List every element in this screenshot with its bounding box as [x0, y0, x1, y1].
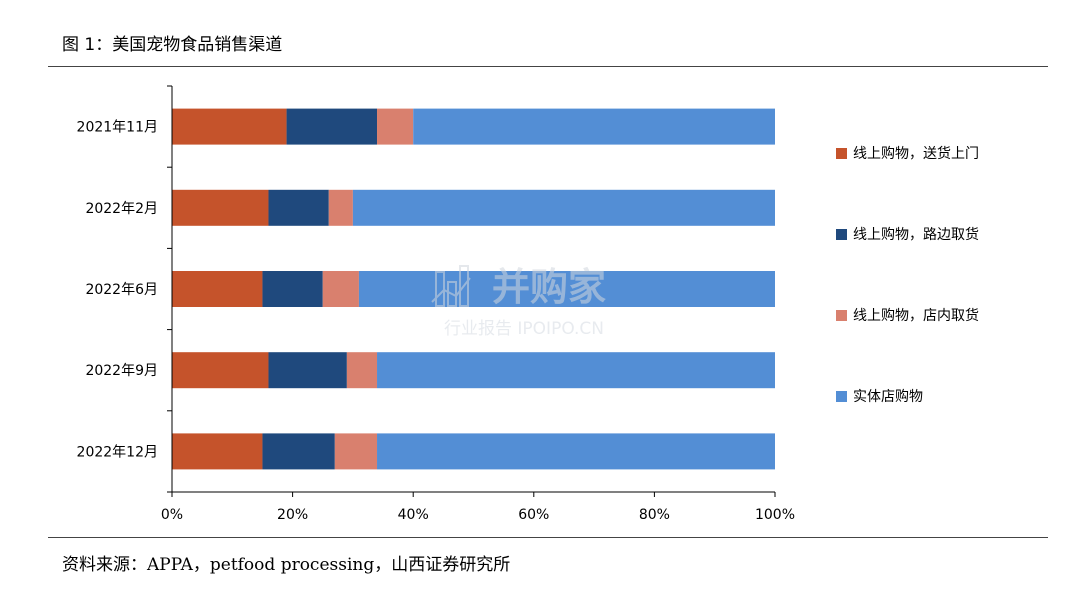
legend-item: 线上购物，路边取货 [836, 224, 979, 244]
bar-segment [346, 352, 378, 389]
y-tick-label: 2022年12月 [77, 444, 158, 460]
y-tick-label: 2022年6月 [85, 282, 158, 298]
bar-segment [334, 433, 378, 470]
bottom-rule [48, 537, 1048, 538]
bar-segment [358, 271, 775, 307]
figure-title: 图 1：美国宠物食品销售渠道 [62, 35, 283, 55]
x-tick-label: 40% [398, 507, 429, 523]
source-note: 资料来源：APPA，petfood processing，山西证券研究所 [62, 555, 511, 575]
legend-label: 线上购物，路边取货 [853, 227, 979, 243]
bar-segment [377, 352, 775, 389]
bar-segment [286, 108, 378, 145]
x-tick-label: 0% [161, 507, 183, 523]
bar-segment [172, 271, 263, 307]
top-rule [48, 66, 1048, 67]
legend-item: 线上购物，送货上门 [836, 143, 979, 163]
bar-segment [377, 433, 775, 470]
bar-segment [262, 271, 323, 307]
legend-swatch [836, 309, 847, 321]
legend-label: 线上购物，送货上门 [853, 146, 979, 162]
x-tick-label: 60% [518, 507, 549, 523]
legend-item: 线上购物，店内取货 [836, 305, 979, 325]
bar-segment [172, 352, 269, 389]
legend-label: 实体店购物 [853, 389, 923, 405]
bar-segment [172, 108, 287, 145]
y-tick-label: 2022年9月 [85, 363, 158, 379]
bar-segment [172, 433, 263, 470]
bar-segment [322, 271, 359, 307]
legend-item: 实体店购物 [836, 386, 923, 406]
y-tick-label: 2021年11月 [77, 120, 158, 136]
bar-segment [268, 189, 329, 226]
legend-swatch [836, 390, 847, 402]
bar-segment [377, 108, 414, 145]
bar-segment [352, 189, 775, 226]
bar-segment [172, 189, 269, 226]
bar-segment [268, 352, 347, 389]
y-tick-label: 2022年2月 [85, 201, 158, 217]
bar-segment [262, 433, 335, 470]
bar-segment [328, 189, 353, 226]
legend-swatch [836, 147, 847, 159]
x-tick-label: 100% [755, 507, 795, 523]
bar-segment [413, 108, 775, 145]
x-tick-label: 20% [277, 507, 308, 523]
legend-swatch [836, 228, 847, 240]
legend-label: 线上购物，店内取货 [853, 308, 979, 324]
x-tick-label: 80% [639, 507, 670, 523]
